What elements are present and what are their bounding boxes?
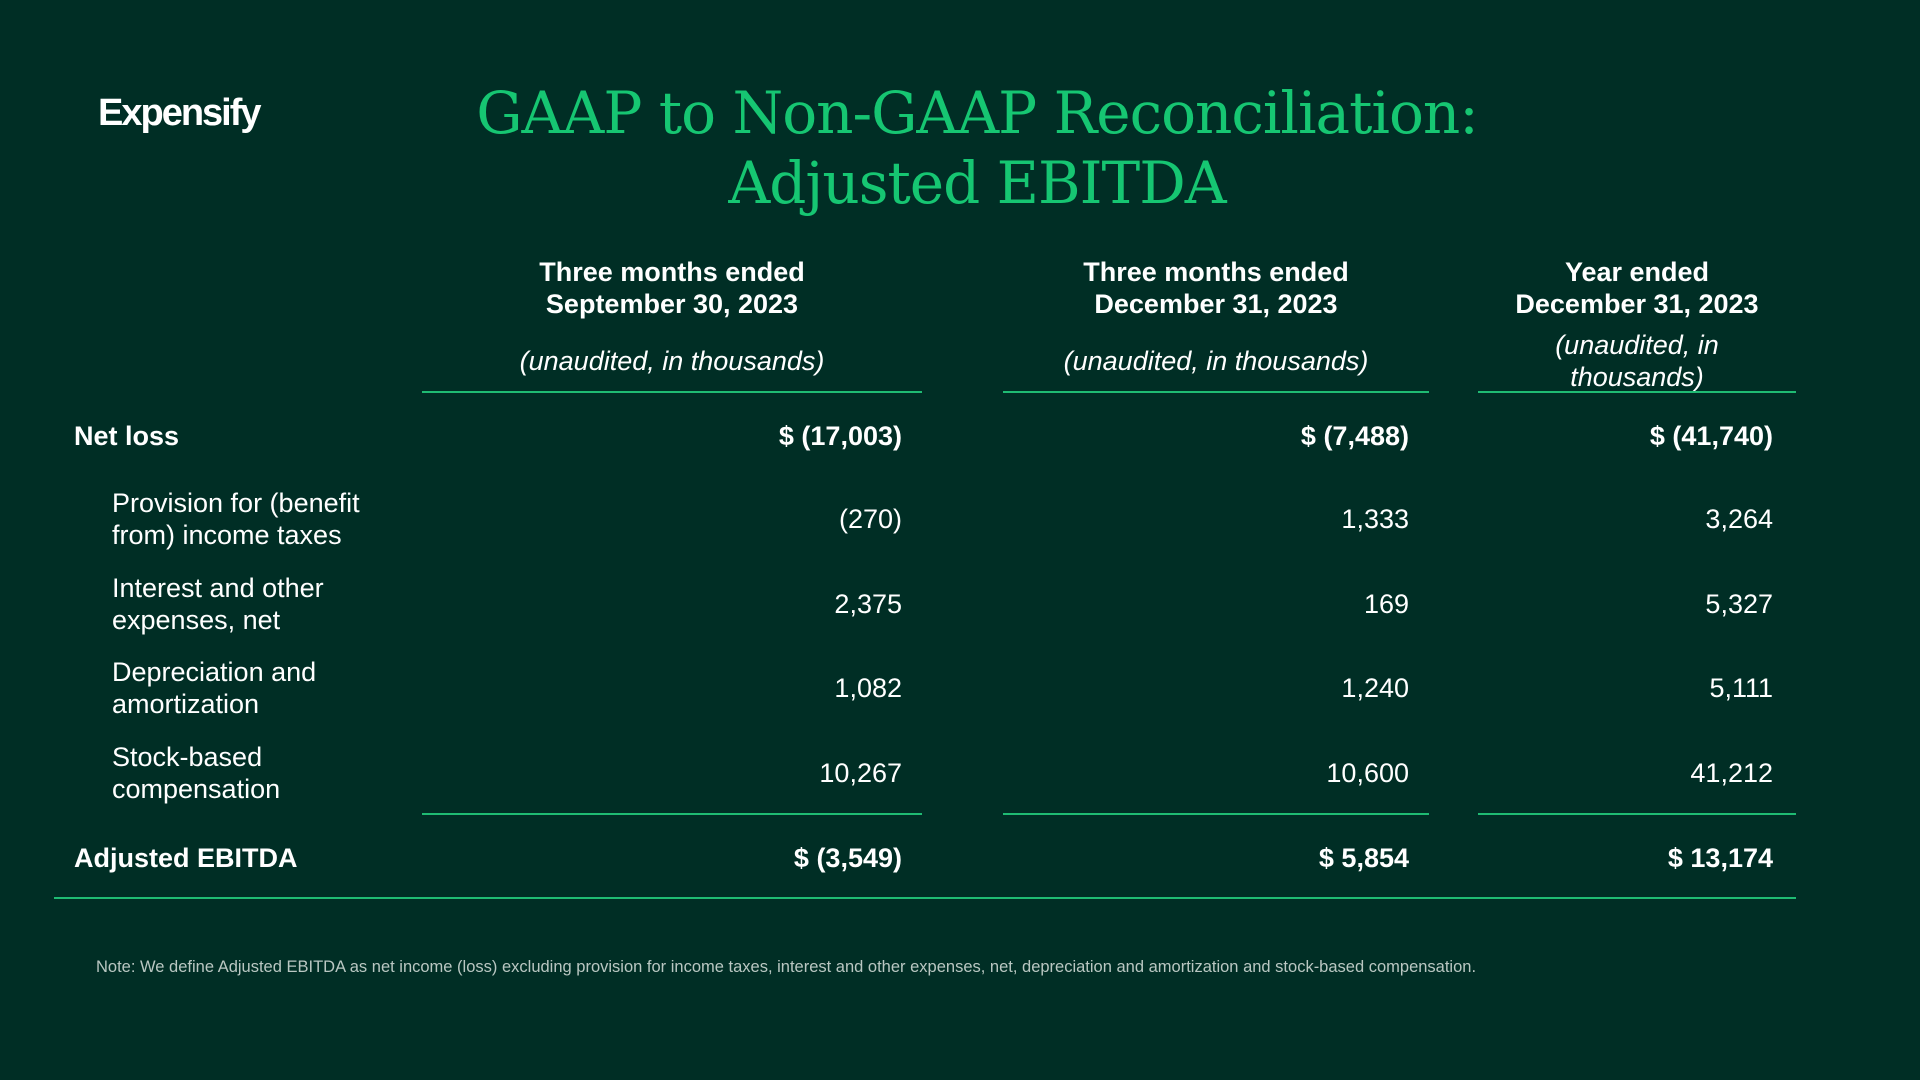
footnote: Note: We define Adjusted EBITDA as net i… xyxy=(96,958,1477,976)
column-subheader-q4: (unaudited, in thousands) xyxy=(1063,346,1369,376)
row-label-stock-comp: Stock-based compensation xyxy=(112,741,412,805)
table-bottom-rule xyxy=(54,897,1796,899)
column-q4-top-rule xyxy=(1003,391,1429,393)
column-year-subtotal-rule xyxy=(1478,813,1796,815)
row-label-stock-comp-line1: Stock-based xyxy=(112,742,263,772)
column-q4-subtotal-rule xyxy=(1003,813,1429,815)
column-header-year-line1: Year ended xyxy=(1564,257,1710,287)
row-label-interest: Interest and other expenses, net xyxy=(112,572,412,636)
column-q3-top-rule xyxy=(422,391,922,393)
page-title: GAAP to Non-GAAP Reconciliation: Adjuste… xyxy=(0,78,1920,218)
row-label-depreciation-line2: amortization xyxy=(112,689,260,719)
column-header-q3: Three months ended September 30, 2023 xyxy=(422,256,922,320)
column-q3-subtotal-rule xyxy=(422,813,922,815)
value-taxes-q3: (270) xyxy=(838,504,902,534)
value-interest-q4: 169 xyxy=(1363,589,1409,619)
value-net-loss-q3: $ (17,003) xyxy=(778,421,902,451)
column-header-q3-line1: Three months ended xyxy=(539,257,805,287)
row-label-income-taxes-line1: Provision for (benefit xyxy=(112,488,360,518)
value-ebitda-q4: $ 5,854 xyxy=(1318,843,1409,873)
column-header-year-line2: December 31, 2023 xyxy=(1515,289,1759,319)
value-interest-q3: 2,375 xyxy=(834,589,902,619)
row-label-adjusted-ebitda: Adjusted EBITDA xyxy=(74,843,298,873)
value-ebitda-q3: $ (3,549) xyxy=(793,843,902,873)
value-stock-comp-year: 41,212 xyxy=(1690,758,1773,788)
value-depreciation-year: 5,111 xyxy=(1709,673,1773,703)
row-label-income-taxes-line2: from) income taxes xyxy=(112,520,342,550)
expensify-logo: Expensify xyxy=(98,92,262,134)
value-ebitda-year: $ 13,174 xyxy=(1667,843,1773,873)
column-header-q4-line1: Three months ended xyxy=(1083,257,1349,287)
row-label-interest-line2: expenses, net xyxy=(112,605,281,635)
value-stock-comp-q3: 10,267 xyxy=(819,758,902,788)
row-label-stock-comp-line2: compensation xyxy=(112,774,281,804)
row-label-net-loss: Net loss xyxy=(74,421,180,451)
value-depreciation-q4: 1,240 xyxy=(1341,673,1409,703)
value-interest-year: 5,327 xyxy=(1705,589,1773,619)
title-line-1: GAAP to Non-GAAP Reconciliation: xyxy=(476,79,1479,147)
value-taxes-q4: 1,333 xyxy=(1341,504,1409,534)
value-net-loss-year: $ (41,740) xyxy=(1649,421,1773,451)
row-label-income-taxes: Provision for (benefit from) income taxe… xyxy=(112,487,412,551)
row-label-depreciation: Depreciation and amortization xyxy=(112,656,412,720)
column-subheader-year-line1: (unaudited, in xyxy=(1555,330,1719,360)
title-line-2: Adjusted EBITDA xyxy=(728,149,1226,217)
row-label-depreciation-line1: Depreciation and xyxy=(112,657,317,687)
row-label-interest-line1: Interest and other xyxy=(112,573,324,603)
column-header-q3-line2: September 30, 2023 xyxy=(545,289,799,319)
value-taxes-year: 3,264 xyxy=(1705,504,1773,534)
column-subheader-q3: (unaudited, in thousands) xyxy=(519,346,825,376)
column-subheader-year: (unaudited, in thousands) xyxy=(1478,329,1796,393)
column-header-year: Year ended December 31, 2023 xyxy=(1478,256,1796,320)
column-header-q4-line2: December 31, 2023 xyxy=(1094,289,1338,319)
value-stock-comp-q4: 10,600 xyxy=(1326,758,1409,788)
value-net-loss-q4: $ (7,488) xyxy=(1300,421,1409,451)
column-year-top-rule xyxy=(1478,391,1796,393)
column-header-q4: Three months ended December 31, 2023 xyxy=(1003,256,1429,320)
column-subheader-year-line2: thousands) xyxy=(1570,362,1704,392)
value-depreciation-q3: 1,082 xyxy=(834,673,902,703)
